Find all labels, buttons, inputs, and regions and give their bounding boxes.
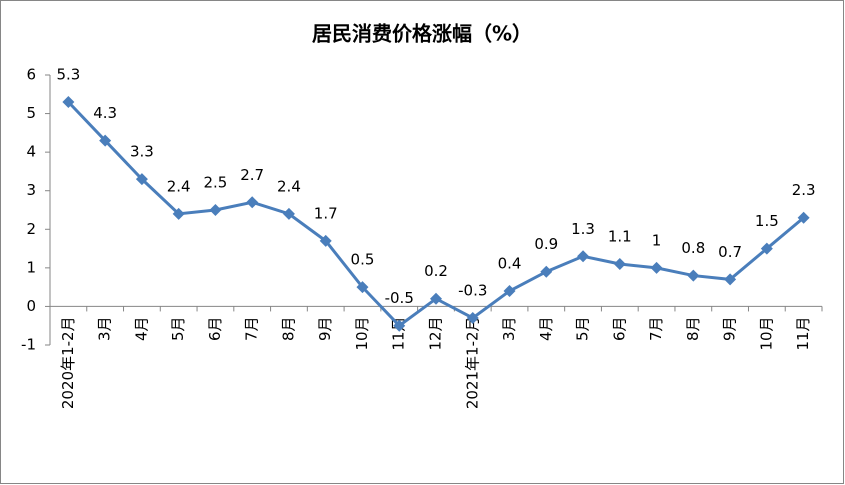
data-label: 2.4 bbox=[167, 177, 191, 195]
x-tick-label: 6月 bbox=[610, 316, 628, 341]
x-tick-label: 3月 bbox=[96, 316, 114, 341]
data-label: 0.9 bbox=[534, 235, 558, 253]
y-tick-label: 3 bbox=[26, 181, 36, 199]
x-tick-label: 9月 bbox=[721, 316, 739, 341]
data-label: 3.3 bbox=[130, 143, 154, 161]
y-tick-label: 1 bbox=[26, 258, 36, 276]
x-tick-label: 4月 bbox=[132, 316, 150, 341]
x-tick-label: 8月 bbox=[279, 316, 297, 341]
x-tick-label: 12月 bbox=[427, 316, 445, 350]
data-label: 0.2 bbox=[424, 262, 448, 280]
y-tick-label: 5 bbox=[26, 104, 36, 122]
data-label: 0.5 bbox=[351, 251, 375, 269]
data-marker bbox=[62, 96, 75, 108]
data-marker bbox=[760, 242, 773, 255]
data-marker bbox=[319, 234, 332, 247]
data-label: 5.3 bbox=[56, 66, 80, 84]
data-marker bbox=[135, 173, 148, 186]
chart-title: 居民消费价格涨幅（%） bbox=[312, 22, 532, 46]
data-marker bbox=[282, 207, 295, 220]
data-marker bbox=[724, 273, 737, 286]
data-label: 4.3 bbox=[93, 104, 117, 122]
data-label: -0.3 bbox=[458, 282, 487, 300]
x-tick-label: 10月 bbox=[757, 316, 775, 350]
data-marker bbox=[99, 134, 112, 147]
data-marker bbox=[613, 258, 626, 270]
data-marker bbox=[393, 319, 406, 332]
y-tick-label: 0 bbox=[26, 297, 36, 315]
data-label: 0.8 bbox=[681, 239, 705, 257]
data-label: 2.7 bbox=[240, 166, 264, 184]
x-tick-label: 3月 bbox=[500, 316, 518, 341]
data-label: 1.1 bbox=[608, 228, 632, 246]
data-marker bbox=[246, 196, 259, 209]
data-marker bbox=[430, 292, 442, 305]
x-tick-label: 8月 bbox=[684, 316, 702, 341]
data-label: 1 bbox=[652, 231, 662, 249]
data-label: 2.4 bbox=[277, 177, 301, 195]
data-marker bbox=[172, 207, 185, 220]
x-tick-label: 6月 bbox=[206, 316, 224, 341]
data-label: 2.3 bbox=[792, 181, 816, 199]
data-label: 2.5 bbox=[203, 174, 227, 192]
y-tick-label: 4 bbox=[26, 143, 36, 161]
data-marker bbox=[540, 265, 553, 278]
data-marker bbox=[577, 250, 590, 263]
data-label: 1.5 bbox=[755, 212, 779, 230]
y-tick-label: 6 bbox=[26, 66, 36, 84]
x-tick-label: 7月 bbox=[647, 316, 665, 341]
x-tick-label: 7月 bbox=[243, 316, 261, 341]
data-marker bbox=[650, 261, 663, 274]
data-marker bbox=[209, 204, 222, 216]
data-marker bbox=[356, 281, 369, 294]
data-marker bbox=[797, 211, 810, 224]
y-tick-label: 2 bbox=[26, 220, 36, 238]
x-tick-label: 2021年1-2月 bbox=[463, 316, 481, 409]
y-tick-label: -1 bbox=[21, 336, 36, 354]
data-label: 0.7 bbox=[718, 243, 742, 261]
data-label: -0.5 bbox=[385, 289, 414, 307]
data-marker bbox=[687, 269, 700, 282]
x-tick-label: 4月 bbox=[537, 316, 555, 341]
x-tick-label: 5月 bbox=[574, 316, 592, 341]
x-tick-label: 10月 bbox=[353, 316, 371, 350]
x-tick-label: 5月 bbox=[169, 316, 187, 341]
x-tick-label: 11月 bbox=[794, 316, 812, 350]
data-label: 1.7 bbox=[314, 204, 338, 222]
data-marker bbox=[466, 312, 479, 324]
data-label: 0.4 bbox=[498, 255, 522, 273]
x-tick-label: 9月 bbox=[316, 316, 334, 341]
data-label: 1.3 bbox=[571, 220, 595, 238]
data-marker bbox=[503, 285, 516, 297]
x-tick-label: 2020年1-2月 bbox=[59, 316, 77, 409]
